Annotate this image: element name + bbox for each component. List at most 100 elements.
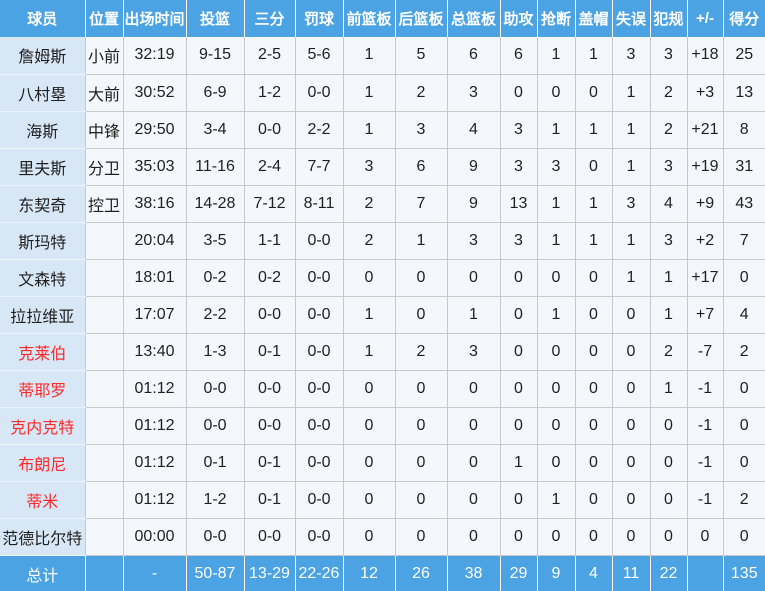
stat-cell-dreb: 1: [395, 222, 448, 260]
stat-cell-blk: 0: [575, 407, 613, 445]
stat-cell-pf: 4: [650, 185, 688, 223]
stat-cell-ast: 3: [500, 222, 538, 260]
stat-cell-pm: -1: [687, 444, 724, 482]
stat-cell-treb: 9: [447, 185, 501, 223]
total-cell-ast: 29: [500, 555, 538, 591]
stat-cell-ast: 3: [500, 111, 538, 149]
stat-cell-treb: 3: [447, 222, 501, 260]
stat-cell-pos: [85, 333, 124, 371]
stat-cell-dreb: 0: [395, 518, 448, 556]
stat-cell-pm: 0: [687, 518, 724, 556]
col-header-min: 出场时间: [122, 0, 186, 37]
player-row: 布朗尼 01:12 0-1 0-1 0-0 0 0 0 1 0 0 0 0 -1 0: [0, 444, 765, 482]
stat-cell-treb: 0: [447, 481, 501, 519]
stat-cell-pos: [85, 296, 124, 334]
stat-cell-stl: 1: [537, 296, 576, 334]
stat-cell-fg: 2-2: [186, 296, 245, 334]
player-name-cell: 八村塁: [0, 74, 86, 112]
stat-cell-ft: 0-0: [295, 444, 344, 482]
stat-cell-treb: 3: [447, 74, 501, 112]
stat-cell-pf: 2: [650, 333, 688, 371]
stat-cell-stl: 0: [537, 259, 576, 297]
stat-cell-pos: [85, 407, 124, 445]
stat-cell-ast: 3: [500, 148, 538, 186]
stat-cell-ft: 0-0: [295, 222, 344, 260]
stat-cell-stl: 0: [537, 518, 576, 556]
stat-cell-oreb: 1: [343, 37, 396, 75]
stat-cell-tp: 0-0: [244, 296, 296, 334]
stat-cell-fg: 11-16: [186, 148, 245, 186]
stat-cell-pm: +2: [687, 222, 724, 260]
stat-cell-dreb: 0: [395, 407, 448, 445]
stat-cell-pf: 3: [650, 148, 688, 186]
stat-cell-oreb: 1: [343, 333, 396, 371]
stat-cell-pts: 13: [723, 74, 765, 112]
stat-cell-tp: 0-0: [244, 518, 296, 556]
stat-cell-dreb: 0: [395, 444, 448, 482]
stat-cell-pm: -7: [687, 333, 724, 371]
player-name-cell: 詹姆斯: [0, 37, 86, 75]
stat-cell-pts: 0: [723, 259, 765, 297]
stat-cell-pts: 31: [723, 148, 765, 186]
stat-cell-dreb: 2: [395, 333, 448, 371]
total-cell-tp: 13-29: [244, 555, 296, 591]
stat-cell-pm: +18: [687, 37, 724, 75]
player-row: 文森特 18:01 0-2 0-2 0-0 0 0 0 0 0 0 1 1 +17 0: [0, 259, 765, 297]
stat-cell-stl: 1: [537, 481, 576, 519]
stat-cell-ft: 5-6: [295, 37, 344, 75]
total-cell-stl: 9: [537, 555, 576, 591]
player-row: 八村塁 大前 30:52 6-9 1-2 0-0 1 2 3 0 0 0 1 2 +3 13: [0, 74, 765, 112]
total-cell-fg: 50-87: [186, 555, 245, 591]
stat-cell-min: 20:04: [123, 222, 187, 260]
stat-cell-oreb: 2: [343, 222, 396, 260]
stat-cell-blk: 0: [575, 74, 613, 112]
total-cell-min: -: [123, 555, 187, 591]
total-cell-treb: 38: [447, 555, 501, 591]
stat-cell-stl: 1: [537, 111, 576, 149]
stat-cell-tp: 0-0: [244, 370, 296, 408]
player-row: 克内克特 01:12 0-0 0-0 0-0 0 0 0 0 0 0 0 0 -1 0: [0, 407, 765, 445]
stat-cell-pos: [85, 222, 124, 260]
stat-cell-pos: 控卫: [85, 185, 124, 223]
stat-cell-min: 30:52: [123, 74, 187, 112]
stat-cell-min: 00:00: [123, 518, 187, 556]
stat-cell-pm: +3: [687, 74, 724, 112]
stat-cell-fg: 3-4: [186, 111, 245, 149]
player-name-cell: 斯玛特: [0, 222, 86, 260]
stat-cell-ast: 0: [500, 481, 538, 519]
stat-cell-ft: 0-0: [295, 259, 344, 297]
col-header-fg: 投篮: [185, 0, 244, 37]
col-header-name: 球员: [0, 0, 85, 37]
stat-cell-pm: +17: [687, 259, 724, 297]
stat-cell-pts: 0: [723, 518, 765, 556]
col-header-ast: 助攻: [499, 0, 537, 37]
player-name-cell: 东契奇: [0, 185, 86, 223]
stat-cell-pf: 2: [650, 111, 688, 149]
stat-cell-blk: 0: [575, 444, 613, 482]
header-row: 球员 位置 出场时间 投篮 三分 罚球 前篮板 后篮板 总篮板 助攻 抢断 盖帽 失误 犯规 +/- 得分: [0, 0, 765, 37]
stat-cell-treb: 9: [447, 148, 501, 186]
player-row: 斯玛特 20:04 3-5 1-1 0-0 2 1 3 3 1 1 1 3 +2 7: [0, 222, 765, 260]
stat-cell-tp: 0-0: [244, 407, 296, 445]
stat-cell-pf: 0: [650, 444, 688, 482]
stat-cell-dreb: 3: [395, 111, 448, 149]
stat-cell-tp: 1-1: [244, 222, 296, 260]
stat-cell-treb: 0: [447, 407, 501, 445]
stat-cell-tov: 0: [612, 333, 651, 371]
stat-cell-ast: 0: [500, 259, 538, 297]
col-header-stl: 抢断: [536, 0, 575, 37]
stat-cell-min: 29:50: [123, 111, 187, 149]
stat-cell-tov: 0: [612, 444, 651, 482]
stat-cell-oreb: 3: [343, 148, 396, 186]
stat-cell-stl: 1: [537, 37, 576, 75]
stat-cell-tov: 1: [612, 74, 651, 112]
stat-cell-oreb: 2: [343, 185, 396, 223]
stat-cell-stl: 0: [537, 407, 576, 445]
stat-cell-pts: 7: [723, 222, 765, 260]
stat-cell-pts: 25: [723, 37, 765, 75]
stat-cell-pts: 0: [723, 444, 765, 482]
stat-cell-dreb: 0: [395, 259, 448, 297]
total-cell-ft: 22-26: [295, 555, 344, 591]
stat-cell-ft: 8-11: [295, 185, 344, 223]
stat-cell-oreb: 0: [343, 407, 396, 445]
